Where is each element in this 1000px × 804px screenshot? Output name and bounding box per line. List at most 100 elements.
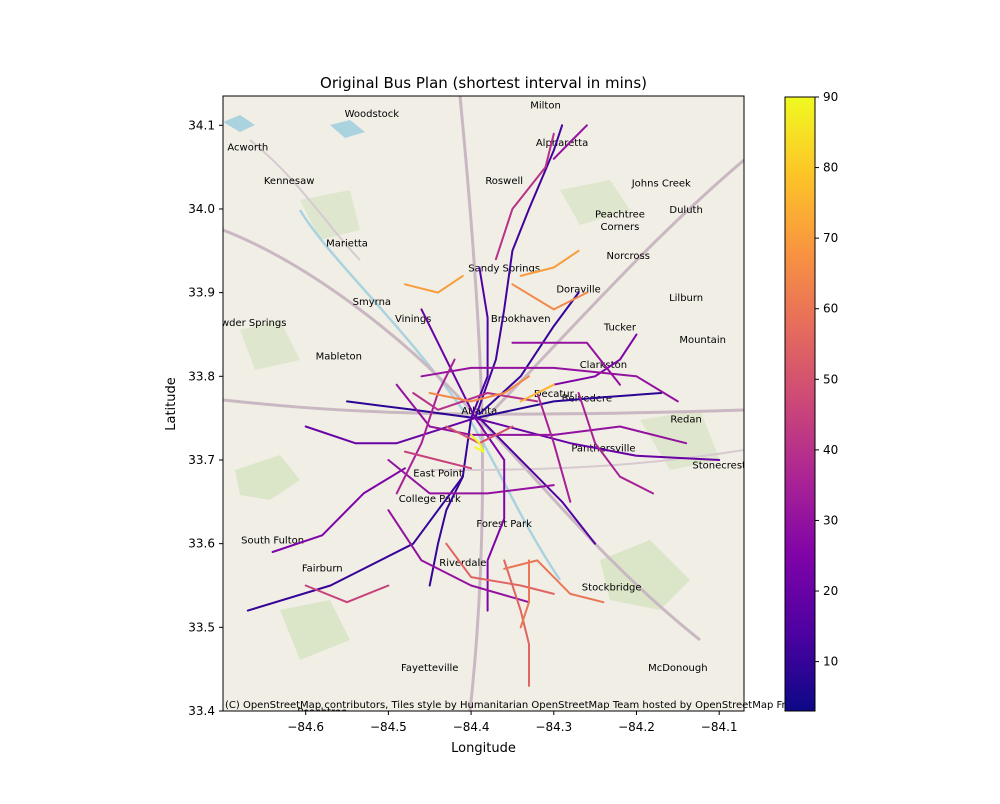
place-label: Doraville <box>556 285 600 296</box>
place-label: Vinings <box>395 314 431 325</box>
place-label: Fairburn <box>302 563 343 574</box>
bus-route-line <box>395 358 456 495</box>
bus-route-line <box>474 417 721 461</box>
bus-route-line <box>470 266 489 420</box>
green-area <box>560 180 630 225</box>
place-label: Fayetteville <box>401 663 458 674</box>
bus-route-line <box>346 400 477 420</box>
place-label: Roswell <box>485 176 523 187</box>
bus-route-line <box>503 559 530 687</box>
bus-route-line <box>420 308 477 420</box>
place-label: Milton <box>530 101 561 112</box>
place-label: McDonough <box>648 663 707 674</box>
river <box>298 209 562 581</box>
place-label: Smyrna <box>353 297 391 308</box>
place-label: Sandy Springs <box>468 264 540 275</box>
y-tick-label: 33.9 <box>188 286 215 300</box>
place-label: South Fulton <box>241 536 304 547</box>
colorbar-ticks: 10 20 30 40 50 60 70 80 90 <box>815 90 838 669</box>
place-label: Brookhaven <box>491 314 551 325</box>
x-tick-label: −84.5 <box>370 720 407 734</box>
place-label: Mableton <box>316 352 362 363</box>
green-area <box>600 540 690 610</box>
x-tick-label: −84.4 <box>453 720 490 734</box>
colorbar-tick-label: 60 <box>823 302 838 316</box>
green-area <box>300 190 360 240</box>
y-tick-label: 33.7 <box>188 453 215 467</box>
y-axis-label: Latitude <box>164 377 179 431</box>
bus-route-line <box>474 417 506 612</box>
place-label: Atlanta <box>461 406 497 417</box>
x-axis-ticks: −84.6 −84.5 −84.4 −84.3 −84.2 −84.1 <box>287 711 738 734</box>
water-body <box>223 115 255 132</box>
y-tick-label: 33.5 <box>188 620 215 634</box>
place-label: Peachtree <box>595 209 645 220</box>
bus-route-line <box>536 392 572 503</box>
x-tick-label: −84.3 <box>535 720 572 734</box>
water-body <box>330 120 365 138</box>
x-tick-label: −84.1 <box>701 720 738 734</box>
x-tick-label: −84.6 <box>287 720 324 734</box>
place-label: Johns Creek <box>631 178 691 189</box>
map-axes: Milton Woodstock Acworth Alpharetta Kennesaw… <box>164 95 810 756</box>
colorbar-tick-label: 70 <box>823 231 838 245</box>
bus-route-line <box>387 509 530 604</box>
colorbar-tick-label: 20 <box>823 584 838 598</box>
bus-route-line <box>420 366 679 403</box>
place-label: Redan <box>670 414 701 425</box>
place-label: Peachtree <box>297 707 347 718</box>
bus-route-line <box>304 417 477 445</box>
bus-route-line <box>395 383 688 445</box>
bus-route-line <box>304 584 390 604</box>
y-tick-label: 33.6 <box>188 537 215 551</box>
chart-title: Original Bus Plan (shortest interval in … <box>320 74 647 92</box>
bus-route-line <box>474 392 663 420</box>
place-label: Marietta <box>326 239 368 250</box>
place-label: Duluth <box>669 205 702 216</box>
bus-route-line <box>511 341 621 386</box>
bus-route-line <box>403 450 473 470</box>
place-label: College Park <box>399 494 461 505</box>
place-label: Powder Springs <box>209 318 286 329</box>
bus-route-line <box>387 459 555 495</box>
y-tick-label: 33.4 <box>188 704 215 718</box>
green-area <box>235 455 300 500</box>
basemap <box>223 96 744 711</box>
place-label: Lilburn <box>669 293 703 304</box>
y-tick-label: 33.8 <box>188 369 215 383</box>
place-label: Stockbridge <box>582 583 642 594</box>
map-attribution: (C) OpenStreetMap contributors, Tiles st… <box>225 700 810 711</box>
place-label: Tucker <box>603 322 637 333</box>
bus-route-line <box>519 249 580 277</box>
colorbar-tick-label: 40 <box>823 443 838 457</box>
bus-route-line <box>474 124 564 420</box>
green-area <box>640 410 720 470</box>
bus-route-line <box>412 392 539 411</box>
axes-frame <box>222 95 745 712</box>
colorbar-tick-label: 30 <box>823 513 838 527</box>
bus-route-line <box>503 559 605 604</box>
bus-route-line <box>428 375 530 403</box>
bus-route-line <box>511 283 588 311</box>
bus-route-line <box>470 433 485 453</box>
colorbar-tick-label: 10 <box>823 655 838 669</box>
bus-route-line <box>494 132 555 261</box>
highway <box>429 449 744 471</box>
place-label: Acworth <box>227 142 268 153</box>
highway <box>249 139 361 261</box>
place-label: Mountain <box>679 335 726 346</box>
bus-route-line <box>519 559 530 629</box>
place-label: Norcross <box>607 251 650 262</box>
bus-route-line <box>428 417 473 587</box>
place-label: Alpharetta <box>536 138 588 149</box>
place-label: Stonecrest <box>692 460 746 471</box>
bus-route-line <box>445 542 555 595</box>
bus-route-line <box>246 475 464 612</box>
bus-route-line <box>271 467 406 553</box>
place-label: Corners <box>601 222 640 233</box>
place-label: Woodstock <box>345 109 400 120</box>
bus-route-line <box>478 417 597 545</box>
bus-route-line <box>577 392 654 495</box>
